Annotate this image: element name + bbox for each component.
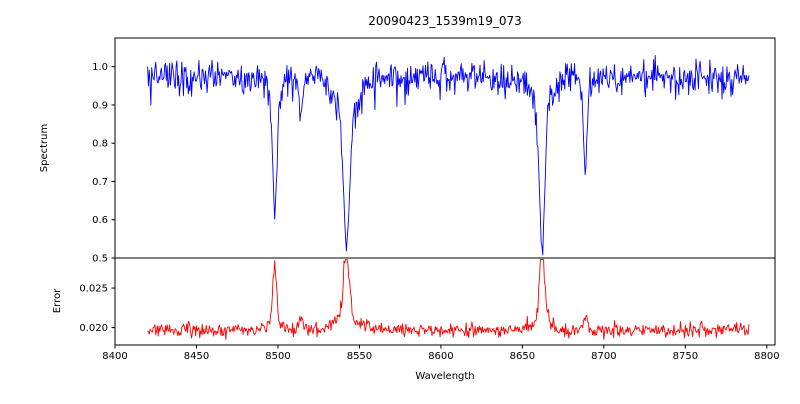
spectrum-y-tick-label: 0.9 [92,100,108,111]
x-tick-label: 8550 [347,351,372,362]
plot-series [147,55,750,340]
x-axis-label: Wavelength [415,371,474,382]
spectrum-y-tick-label: 0.7 [92,177,108,188]
spectrum-y-tick-label: 1.0 [92,62,108,73]
error-panel [114,257,776,346]
spectrum-y-tick-label: 0.8 [92,139,108,150]
error-line [147,259,750,340]
x-tick-label: 8450 [184,351,209,362]
x-tick-label: 8500 [265,351,290,362]
x-tick-label: 8750 [673,351,698,362]
chart-title: 20090423_1539m19_073 [368,14,521,28]
error-y-tick-label: 0.025 [79,284,108,295]
axis-ticks: 8400 8450 8500 8550 8600 8650 8700 8750 8800 0.5 0… [79,62,779,362]
x-tick-label: 8400 [102,351,127,362]
spectrum-line [147,55,750,256]
error-y-tick-label: 0.020 [79,323,108,334]
x-tick-label: 8700 [591,351,616,362]
spectrum-y-axis-label: Spectrum [39,124,50,172]
x-tick-label: 8800 [754,351,779,362]
error-y-axis-label: Error [52,288,63,313]
x-tick-label: 8650 [510,351,535,362]
x-tick-label: 8600 [428,351,453,362]
spectrum-y-tick-label: 0.6 [92,215,108,226]
spectrum-y-tick-label: 0.5 [92,254,108,265]
